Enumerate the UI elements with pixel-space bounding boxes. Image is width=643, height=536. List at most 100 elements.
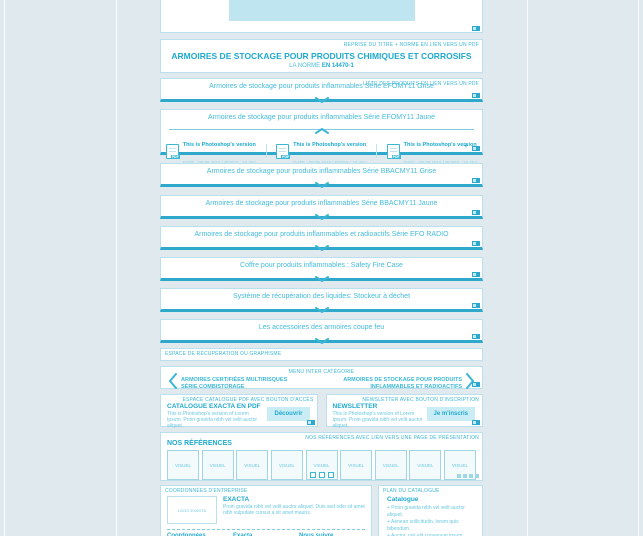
accordion-bbacmy11-jaune[interactable]: Armoires de stockage pour produits infla… (160, 195, 483, 221)
note-badge-icon[interactable] (472, 334, 480, 339)
reference-visual[interactable]: VISUEL (167, 450, 199, 480)
note-badge-icon[interactable] (472, 146, 480, 151)
download-meta: DATE : 09.09.2016 | POIDS : 15.7Ko (293, 160, 367, 165)
download-title: This is Photoshop's version (293, 142, 367, 148)
note-badge-icon[interactable] (472, 420, 480, 425)
note-badge-icon[interactable] (306, 420, 315, 425)
note-badge-icon[interactable] (472, 26, 480, 31)
chevron-down-icon[interactable] (161, 238, 482, 252)
next-category-line1: ARMOIRES DE STOCKAGE POUR PRODUITS (343, 376, 462, 383)
prev-category-link[interactable]: ARMOIRES CERTIFIÉES MULTIRISQUES SÉRIE C… (168, 373, 288, 394)
chevron-down-icon[interactable] (161, 90, 482, 104)
accordion-accessoires[interactable]: Les accessoires des armoires coupe feu (160, 319, 483, 345)
dashed-divider (167, 529, 365, 530)
carousel-dots (161, 472, 482, 478)
pdf-download-item[interactable]: PDF This is Photoshop's version DATE : 0… (386, 133, 478, 169)
footer-column-heading: Exacta (233, 533, 253, 536)
divider (376, 144, 378, 158)
catalogue-sitemap-link[interactable]: + Auctor, nisi elit consequat ipsum (387, 533, 463, 536)
norm-link[interactable]: LA NORME EN 14470-1 (161, 63, 482, 69)
wireframe-annotation: REPRISE DU TITRE + NORME EN LIEN VERS UN… (343, 42, 479, 48)
catalogue-sitemap-link[interactable]: + Aenean sollicitudin, lorem quis bibend… (387, 519, 459, 532)
grid-guide-line (527, 0, 528, 536)
accordion-safety-fire-case[interactable]: Coffre pour produits inflammables : Safe… (160, 257, 483, 283)
note-badge-icon[interactable] (463, 474, 467, 478)
download-list: PDF This is Photoshop's version DATE : 0… (161, 133, 482, 169)
pdf-file-icon: PDF (386, 143, 401, 159)
banner-image-placeholder (229, 0, 415, 21)
newsletter-box: NEWSLETTER AVEC BOUTON D'INSCRIPTION NEW… (325, 394, 483, 429)
note-badge-icon[interactable] (469, 474, 473, 478)
pdf-download-item[interactable]: PDF This is Photoshop's version DATE : 0… (165, 133, 257, 169)
company-name: EXACTA (223, 496, 250, 503)
chevron-up-icon[interactable] (161, 121, 482, 134)
accordion-efo-radio[interactable]: Armoires de stockage pour produits infla… (160, 226, 483, 252)
pdf-download-item[interactable]: PDF This is Photoshop's version DATE : 0… (276, 133, 367, 169)
accordion-stockeur-dechet[interactable]: Système de récupération des liquides: St… (160, 288, 483, 314)
accordion-label: Les accessoires des armoires coupe feu (258, 324, 385, 331)
references-title: NOS RÉFÉRENCES (167, 440, 232, 447)
note-badge-icon[interactable] (472, 210, 480, 215)
wireframe-annotation: LISTE DES PRODUITS EN LIEN VERS UN PDF (362, 81, 479, 87)
reference-visual[interactable]: VISUEL (340, 450, 373, 480)
page-title: ARMOIRES DE STOCKAGE POUR PRODUITS CHIMI… (171, 51, 472, 61)
note-badge-icon[interactable] (457, 474, 461, 478)
reference-visual[interactable]: VISUEL (236, 450, 269, 480)
reference-visual[interactable]: VISUEL (270, 450, 303, 480)
download-meta: DATE : 09.09.2016 | POIDS : 15.7Ko (404, 160, 478, 165)
main-column: REPRISE DU TITRE + NORME EN LIEN VERS UN… (160, 0, 483, 536)
reference-visual[interactable]: VISUEL (409, 450, 442, 480)
top-banner (160, 0, 483, 33)
catalogue-sitemap-link[interactable]: + Proin gravida nibh vel velit auctor al… (387, 505, 465, 518)
wireframe-annotation: ESPACE CATALOGUE PDF AVEC BOUTON D'ACCÈS (182, 397, 314, 403)
norm-number[interactable]: EN 14470-1 (321, 63, 354, 69)
note-badge-icon[interactable] (472, 93, 480, 98)
note-badge-icon[interactable] (472, 241, 480, 246)
carousel-dot[interactable] (327, 472, 334, 478)
wireframe-annotation: NOS RÉFÉRENCES AVEC LIEN VERS UNE PAGE D… (305, 435, 479, 441)
carousel-dot[interactable] (309, 472, 316, 478)
download-meta: DATE : 09.09.2016 | POIDS : 15.7Ko (183, 160, 257, 165)
carousel-dot[interactable] (318, 472, 325, 478)
note-badge-icon[interactable] (472, 272, 480, 277)
download-title: This is Photoshop's version (403, 142, 477, 148)
title-block: REPRISE DU TITRE + NORME EN LIEN VERS UN… (160, 39, 483, 73)
note-badge-icon[interactable] (472, 178, 480, 183)
footer-contact-column: Coordonnées Adresse _ _ _ _ _ _ _ _ _ (167, 533, 233, 536)
chevron-down-icon[interactable] (161, 300, 482, 314)
newsletter-title: NEWSLETTER (332, 403, 378, 410)
grid-guide-line (638, 0, 639, 536)
promo-row: ESPACE CATALOGUE PDF AVEC BOUTON D'ACCÈS… (160, 394, 483, 429)
newsletter-subscribe-button[interactable]: Je m'inscris (426, 407, 475, 421)
note-badge-icon[interactable] (472, 303, 480, 308)
footer-column-heading: Coordonnées (167, 533, 206, 536)
newsletter-text: This is Photoshop's version of Lorem Ips… (332, 411, 423, 429)
next-category-link[interactable]: ARMOIRES DE STOCKAGE POUR PRODUITS INFLA… (343, 373, 475, 394)
wireframe-annotation: ESPACE DE RÉCUPÉRATION OU GRAPHISME (165, 351, 282, 357)
accordion-efomy11-jaune-expanded[interactable]: Armoires de stockage pour produits infla… (160, 109, 483, 165)
catalogue-sitemap-title: Catalogue (387, 496, 419, 503)
accordion-bbacmy11-grise[interactable]: Armoires de stockage pour produits infla… (160, 163, 483, 189)
company-logo: LOGO EXACTA (167, 496, 217, 524)
chevron-down-icon[interactable] (161, 175, 482, 189)
chevron-down-icon[interactable] (161, 269, 482, 283)
references-section: NOS RÉFÉRENCES AVEC LIEN VERS UNE PAGE D… (160, 432, 483, 481)
note-badge-icon[interactable] (472, 382, 480, 387)
chevron-down-icon[interactable] (161, 331, 482, 345)
accordion-label: Armoires de stockage pour produits infla… (194, 231, 449, 238)
wireframe-annotation: PLAN DU CATALOGUE (383, 488, 440, 494)
next-category-line2: INFLAMMABLES ET RADIOACTIFS (370, 383, 462, 390)
inter-category-nav: MENU INTER CATÉGORIE ARMOIRES CERTIFIÉES… (160, 366, 483, 390)
reference-visual[interactable]: VISUEL (374, 450, 407, 480)
prev-category-line1: ARMOIRES CERTIFIÉES MULTIRISQUES (181, 376, 288, 383)
catalog-discover-button[interactable]: Découvrir (267, 407, 310, 421)
accordion-efomy11-grise[interactable]: LISTE DES PRODUITS EN LIEN VERS UN PDF A… (160, 78, 483, 104)
footer-links-column: Exacta - Mentions légales (233, 533, 299, 536)
chevron-down-icon[interactable] (161, 207, 482, 221)
divider (265, 144, 267, 158)
norm-prefix: LA NORME (289, 63, 321, 69)
note-badge-icon[interactable] (475, 474, 479, 478)
more-link[interactable]: + (463, 143, 468, 150)
reference-visual[interactable]: VISUEL (201, 450, 234, 480)
corner-note-icons (457, 474, 479, 478)
